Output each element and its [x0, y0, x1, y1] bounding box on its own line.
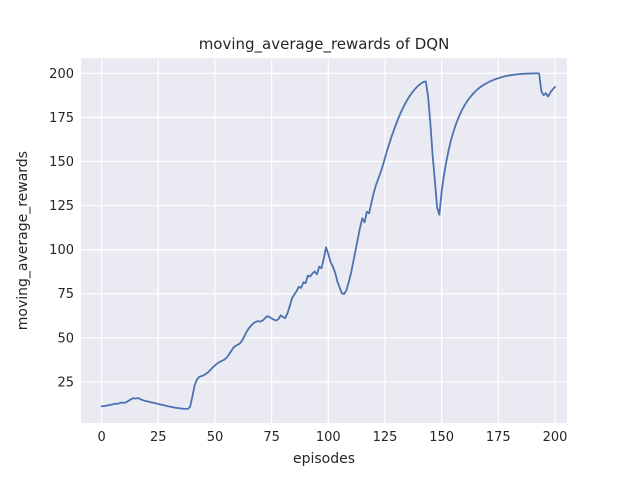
y-tick-label: 50 [57, 331, 74, 346]
y-tick-label: 125 [49, 199, 74, 214]
y-tick-label: 200 [49, 67, 74, 82]
y-tick-label: 25 [57, 375, 74, 390]
x-axis-label: episodes [293, 451, 355, 467]
grid-lines [81, 58, 567, 423]
x-tick-label: 175 [486, 430, 511, 445]
x-tick-label: 150 [429, 430, 454, 445]
y-tick-labels: 25 50 75 100 125 150 175 200 [49, 67, 74, 391]
y-tick-label: 150 [49, 155, 74, 170]
series-line-dqn [100, 72, 556, 410]
x-tick-label: 50 [207, 430, 224, 445]
chart-title: moving_average_rewards of DQN [199, 35, 450, 54]
x-tick-label: 25 [150, 430, 167, 445]
y-tick-label: 75 [57, 287, 74, 302]
x-tick-label: 0 [97, 430, 105, 445]
x-tick-label: 200 [543, 430, 568, 445]
x-tick-labels: 0 25 50 75 100 125 150 175 200 [97, 430, 567, 445]
x-tick-label: 100 [316, 430, 341, 445]
y-tick-label: 100 [49, 243, 74, 258]
x-tick-label: 75 [263, 430, 280, 445]
plot-area-background [81, 58, 567, 424]
y-axis-label: moving_average_rewards [15, 151, 31, 330]
x-tick-label: 125 [373, 430, 398, 445]
y-tick-label: 175 [49, 111, 74, 126]
